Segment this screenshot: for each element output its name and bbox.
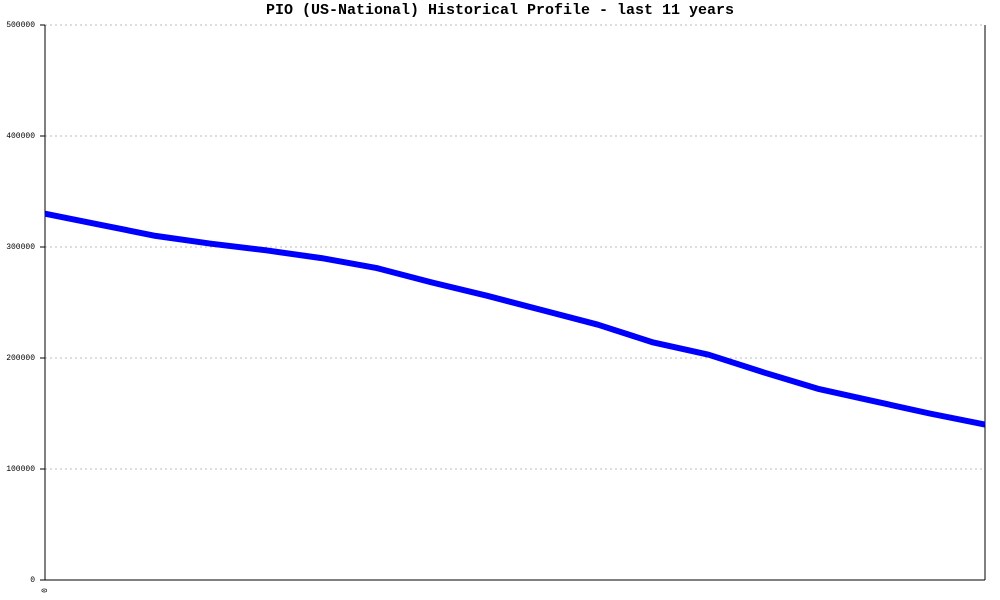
y-tick-label: 100000 — [6, 465, 35, 474]
x-tick-label: 0 — [41, 588, 50, 593]
chart-title: PIO (US-National) Historical Profile - l… — [266, 2, 734, 19]
y-tick-label: 0 — [30, 576, 35, 585]
y-tick-label: 500000 — [6, 21, 35, 30]
data-line — [44, 210, 986, 428]
y-tick-label: 400000 — [6, 132, 35, 141]
y-tick-label: 200000 — [6, 354, 35, 363]
y-tick-label: 300000 — [6, 243, 35, 252]
